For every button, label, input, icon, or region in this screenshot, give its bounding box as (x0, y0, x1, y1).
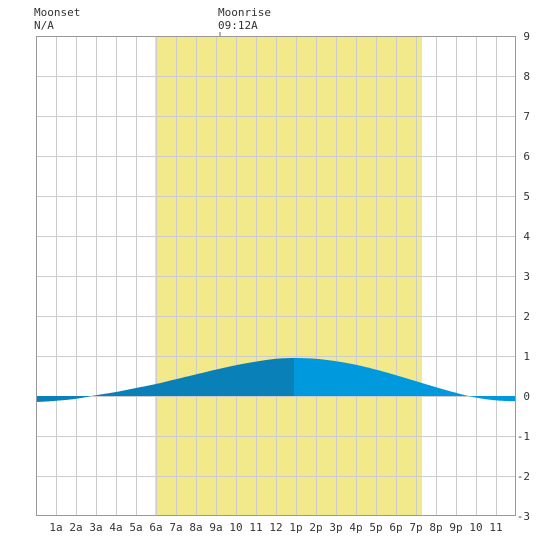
x-tick-label: 3a (89, 521, 102, 534)
x-tick-label: 10 (469, 521, 482, 534)
y-tick-label: 0 (523, 390, 530, 403)
x-tick-label: 2p (309, 521, 322, 534)
x-tick-label: 5a (129, 521, 142, 534)
x-tick-label: 4p (349, 521, 362, 534)
y-tick-label: -1 (517, 430, 530, 443)
y-tick-label: 5 (523, 190, 530, 203)
x-tick-label: 8p (429, 521, 442, 534)
y-tick-label: -2 (517, 470, 530, 483)
y-tick-label: 8 (523, 70, 530, 83)
y-tick-label: 2 (523, 310, 530, 323)
x-tick-label: 11 (489, 521, 502, 534)
x-tick-label: 10 (229, 521, 242, 534)
x-tick-label: 5p (369, 521, 382, 534)
moonset-value: N/A (34, 19, 54, 32)
plot-border (36, 36, 516, 516)
y-tick-label: 4 (523, 230, 530, 243)
x-tick-label: 8a (189, 521, 202, 534)
x-tick-label: 1a (49, 521, 62, 534)
x-tick-label: 9a (209, 521, 222, 534)
x-tick-label: 1p (289, 521, 302, 534)
tide-area-falling (294, 357, 516, 402)
moonrise-value: 09:12A (218, 19, 258, 32)
y-tick-label: 6 (523, 150, 530, 163)
y-tick-label: 3 (523, 270, 530, 283)
x-tick-label: 9p (449, 521, 462, 534)
x-tick-label: 7a (169, 521, 182, 534)
x-tick-label: 3p (329, 521, 342, 534)
x-tick-label: 4a (109, 521, 122, 534)
x-tick-label: 12 (269, 521, 282, 534)
y-tick-label: 9 (523, 30, 530, 43)
x-tick-label: 6a (149, 521, 162, 534)
tide-area-rising (36, 358, 294, 402)
moonset-label: Moonset (34, 6, 81, 19)
y-tick-label: 7 (523, 110, 530, 123)
x-tick-label: 6p (389, 521, 402, 534)
y-tick-label: 1 (523, 350, 530, 363)
x-tick-label: 7p (409, 521, 422, 534)
x-tick-label: 11 (249, 521, 262, 534)
y-tick-label: -3 (517, 510, 530, 523)
x-tick-label: 2a (69, 521, 82, 534)
moonrise-label: Moonrise (218, 6, 271, 19)
